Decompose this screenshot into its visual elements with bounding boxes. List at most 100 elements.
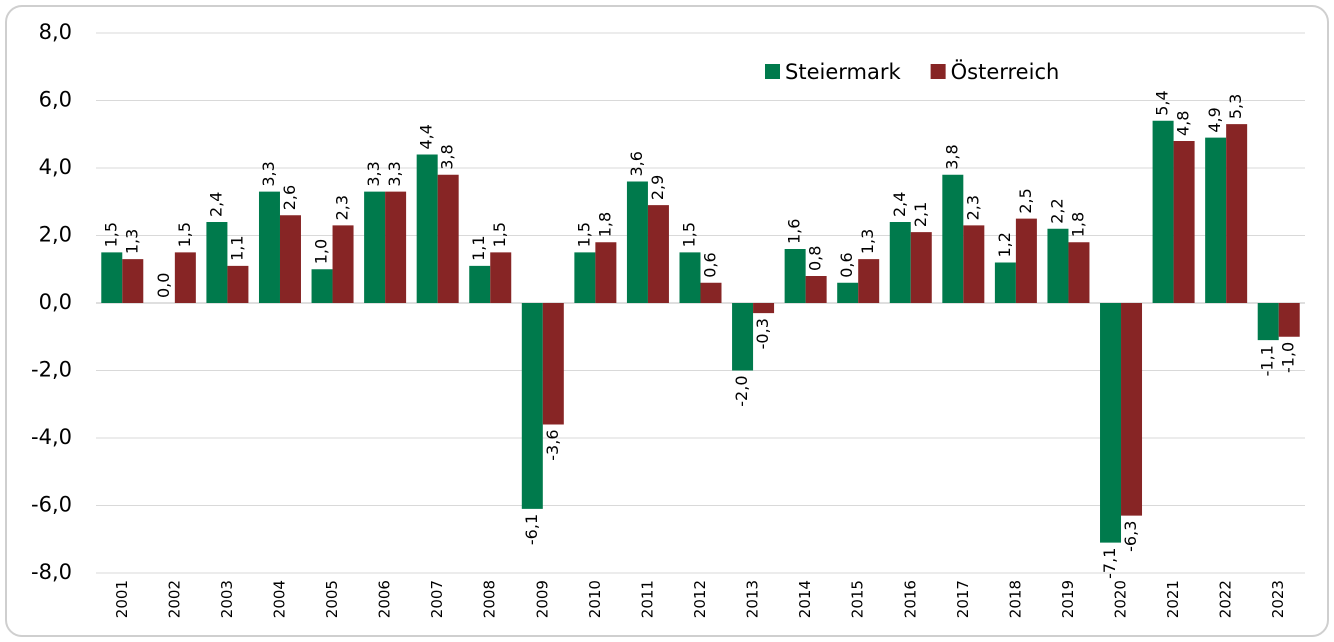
value-label: 0,8 (806, 246, 825, 271)
x-tick-label: 2019 (1059, 580, 1077, 618)
bar (574, 252, 596, 303)
bar (101, 252, 123, 303)
bar (1226, 124, 1248, 303)
x-tick-label: 2011 (638, 580, 656, 618)
bar (1068, 242, 1090, 303)
y-tick-label: 2,0 (39, 223, 72, 247)
value-label: 1,3 (122, 229, 141, 254)
value-label: 3,8 (942, 144, 961, 169)
bar (122, 259, 144, 303)
bar (994, 262, 1016, 303)
x-tick-label: 2013 (744, 580, 762, 618)
value-label: 1,1 (469, 235, 488, 260)
bar (416, 154, 438, 303)
value-label: 1,5 (680, 222, 699, 247)
value-label: 2,1 (911, 202, 930, 227)
y-tick-label: 6,0 (39, 88, 72, 112)
x-tick-label: 2023 (1269, 580, 1287, 618)
bar (332, 225, 354, 303)
legend-swatch (765, 64, 780, 79)
value-label: 3,6 (627, 151, 646, 176)
bar (1152, 120, 1174, 303)
x-tick-label: 2021 (1164, 580, 1182, 618)
x-tick-label: 2014 (796, 580, 814, 618)
value-label: -0,3 (753, 318, 772, 349)
bar (437, 174, 459, 303)
value-label: 1,5 (101, 222, 120, 247)
value-label: 2,6 (280, 185, 299, 210)
value-label: -7,1 (1100, 548, 1119, 579)
x-tick-label: 2008 (481, 580, 499, 618)
bar (910, 232, 932, 303)
bar (805, 276, 827, 303)
bar (889, 222, 911, 303)
x-tick-label: 2003 (218, 580, 236, 618)
value-label: 0,6 (837, 252, 856, 277)
bar (1121, 303, 1143, 516)
value-label: 1,0 (312, 239, 331, 264)
y-tick-label: -8,0 (31, 560, 72, 584)
bar (753, 303, 775, 314)
y-tick-label: -6,0 (31, 493, 72, 517)
bar (1047, 228, 1069, 303)
bar (364, 191, 386, 303)
x-tick-label: 2007 (428, 580, 446, 618)
value-label: 1,5 (175, 222, 194, 247)
bar (858, 259, 880, 303)
bar (279, 215, 301, 303)
value-label: 1,1 (227, 235, 246, 260)
bar (732, 303, 754, 371)
x-tick-label: 2006 (376, 580, 394, 618)
bar (1015, 218, 1037, 303)
bar (942, 174, 964, 303)
value-label: -1,1 (1258, 345, 1277, 376)
value-label: 1,5 (574, 222, 593, 247)
value-label: 4,8 (1174, 111, 1193, 136)
value-label: 2,9 (648, 175, 667, 200)
x-tick-label: 2002 (165, 580, 183, 618)
y-tick-label: 8,0 (39, 20, 72, 44)
value-label: 2,3 (963, 195, 982, 220)
bar (174, 252, 196, 303)
x-tick-label: 2022 (1217, 580, 1235, 618)
value-label: 2,5 (1016, 188, 1035, 213)
bar (679, 252, 701, 303)
x-tick-label: 2004 (270, 580, 288, 618)
y-tick-label: 0,0 (39, 290, 72, 314)
x-tick-label: 2012 (691, 580, 709, 618)
value-label: 5,3 (1226, 94, 1245, 119)
bar (311, 269, 333, 303)
bar (963, 225, 985, 303)
bar (784, 249, 806, 303)
value-label: 3,3 (364, 161, 383, 186)
value-label: 2,4 (206, 192, 225, 217)
bar (700, 282, 722, 303)
bar (595, 242, 617, 303)
x-tick-label: 2016 (901, 580, 919, 618)
value-label: 2,3 (333, 195, 352, 220)
bar (469, 265, 491, 303)
bar (206, 222, 228, 303)
value-label: 1,3 (858, 229, 877, 254)
legend-label: Österreich (951, 59, 1060, 84)
value-label: 1,8 (595, 212, 614, 237)
bar (542, 303, 564, 425)
bar (626, 181, 648, 303)
value-label: -1,0 (1279, 342, 1298, 373)
bar (1278, 303, 1300, 337)
value-label: -6,1 (522, 514, 541, 545)
value-label: 1,5 (490, 222, 509, 247)
bar (521, 303, 543, 509)
x-tick-label: 2015 (849, 580, 867, 618)
chart-frame (5, 5, 1329, 637)
value-label: 2,2 (1047, 198, 1066, 223)
value-label: 2,4 (890, 192, 909, 217)
value-label: 3,3 (385, 161, 404, 186)
x-tick-label: 2009 (533, 580, 551, 618)
bar (490, 252, 512, 303)
value-label: 5,4 (1153, 90, 1172, 115)
y-tick-label: -2,0 (31, 358, 72, 382)
value-label: -3,6 (543, 430, 562, 461)
value-label: 4,9 (1205, 107, 1224, 132)
